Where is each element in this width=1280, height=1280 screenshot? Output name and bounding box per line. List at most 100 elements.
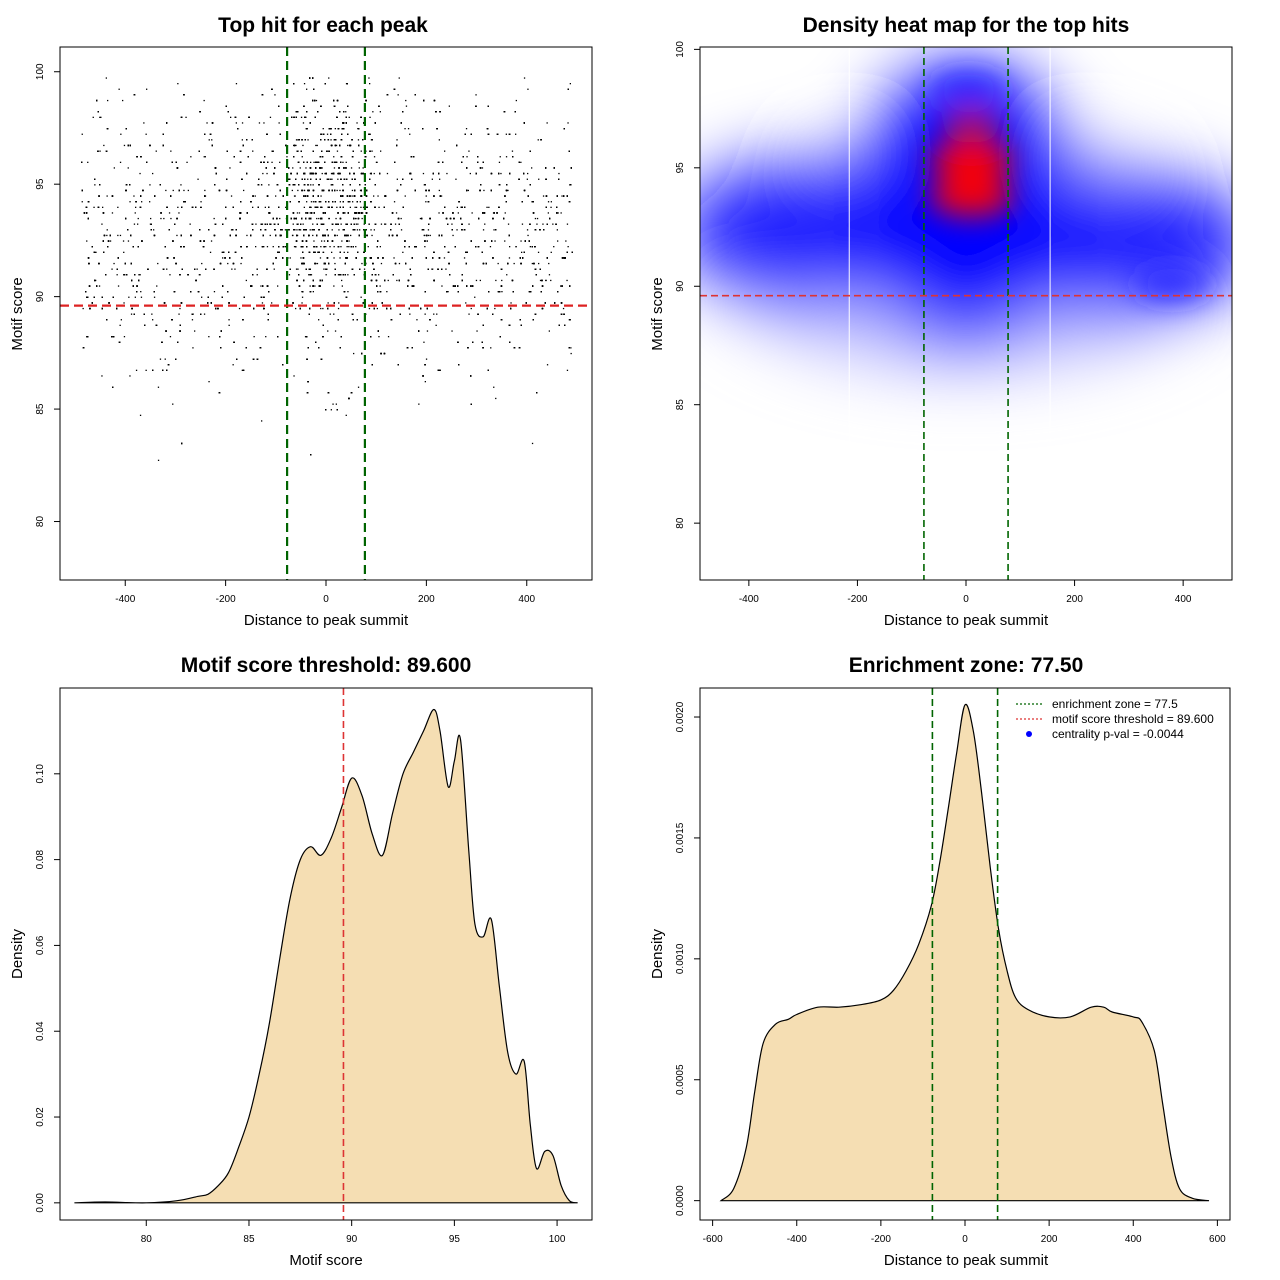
scatter-point [495, 279, 497, 282]
scatter-point [394, 223, 397, 225]
scatter-point [299, 229, 302, 231]
scatter-point [520, 240, 522, 242]
scatter-point [357, 223, 359, 225]
scatter-point [274, 94, 276, 96]
scatter-point [256, 274, 258, 276]
scatter-point [138, 274, 140, 276]
scatter-point [440, 195, 443, 197]
scatter-point [456, 206, 458, 208]
scatter-point [495, 397, 497, 400]
scatter-point [328, 217, 330, 220]
scatter-point [199, 274, 201, 276]
scatter-point [294, 217, 297, 220]
scatter-point [387, 336, 390, 338]
scatter-point [380, 150, 382, 152]
scatter-point [192, 313, 194, 315]
scatter-point [185, 116, 187, 118]
scatter-point [351, 195, 353, 197]
scatter-point [279, 161, 281, 163]
scatter-point [201, 262, 203, 265]
scatter-point [263, 246, 265, 248]
scatter-point [172, 403, 174, 405]
scatter-point [169, 336, 172, 338]
scatter-point [526, 178, 528, 180]
scatter-point [521, 251, 523, 253]
scatter-point [357, 128, 359, 130]
scatter-point [146, 88, 148, 90]
scatter-point [191, 319, 194, 321]
scatter-point [337, 178, 339, 180]
scatter-point [562, 307, 565, 310]
scatter-point [137, 223, 139, 225]
scatter-point [208, 381, 210, 383]
scatter-point [123, 144, 126, 147]
scatter-point [306, 201, 308, 203]
scatter-point [246, 234, 248, 237]
scatter-points [81, 77, 573, 461]
scatter-point [312, 184, 314, 186]
scatter-point [300, 257, 302, 259]
scatter-point [507, 223, 510, 225]
scatter-point [362, 206, 365, 208]
scatter-point [505, 133, 507, 135]
scatter-point [255, 246, 257, 248]
scatter-point [468, 313, 470, 315]
scatter-point [376, 161, 378, 163]
scatter-point [494, 240, 496, 242]
scatter-point [330, 172, 333, 175]
scatter-point [293, 144, 295, 147]
scatter-point [396, 178, 398, 180]
scatter-point [439, 178, 441, 180]
scatter-point [111, 212, 114, 214]
scatter-point [297, 189, 299, 192]
scatter-point [319, 257, 322, 259]
scatter-point [347, 251, 349, 253]
scatter-point [288, 274, 291, 276]
scatter-point [489, 246, 492, 248]
scatter-point [99, 116, 101, 118]
scatter-point [151, 313, 153, 315]
scatter-point [468, 223, 470, 225]
scatter-point [436, 313, 438, 315]
scatter-point [322, 128, 324, 130]
scatter-point [423, 184, 425, 186]
scatter-point [527, 88, 529, 90]
scatter-point [153, 296, 156, 298]
scatter-point [402, 251, 404, 253]
scatter-point [395, 212, 398, 214]
scatter-point [128, 296, 130, 298]
scatter-point [306, 88, 308, 90]
scatter-point [427, 229, 430, 231]
scatter-point [200, 201, 202, 203]
scatter-point [145, 133, 147, 135]
scatter-point [359, 189, 362, 192]
scatter-point [358, 167, 360, 169]
scatter-point [386, 291, 388, 293]
scatter-point [235, 83, 238, 85]
scatter-point [500, 172, 502, 175]
scatter-point [150, 217, 152, 220]
scatter-point [363, 268, 366, 270]
scatter-point [419, 217, 422, 220]
scatter-point [297, 139, 299, 141]
scatter-point [160, 217, 162, 220]
scatter-point [548, 262, 550, 265]
scatter-point [511, 150, 514, 152]
scatter-point [435, 324, 437, 326]
scatter-point [313, 240, 315, 242]
scatter-point [196, 268, 198, 270]
scatter-point [159, 358, 162, 360]
scatter-point [358, 161, 360, 163]
scatter-point [324, 172, 326, 175]
scatter-point [302, 223, 304, 225]
scatter-point [504, 240, 506, 242]
scatter-point [520, 161, 522, 163]
scatter-point [368, 77, 370, 79]
scatter-point [261, 420, 263, 422]
scatter-point [556, 229, 558, 231]
scatter-point [398, 77, 400, 79]
scatter-panel: Top hit for each peak -400 -200 0 200 400 80… [9, 14, 593, 629]
scatter-point [398, 262, 401, 265]
scatter-point [255, 223, 257, 225]
scatter-point [493, 386, 495, 388]
